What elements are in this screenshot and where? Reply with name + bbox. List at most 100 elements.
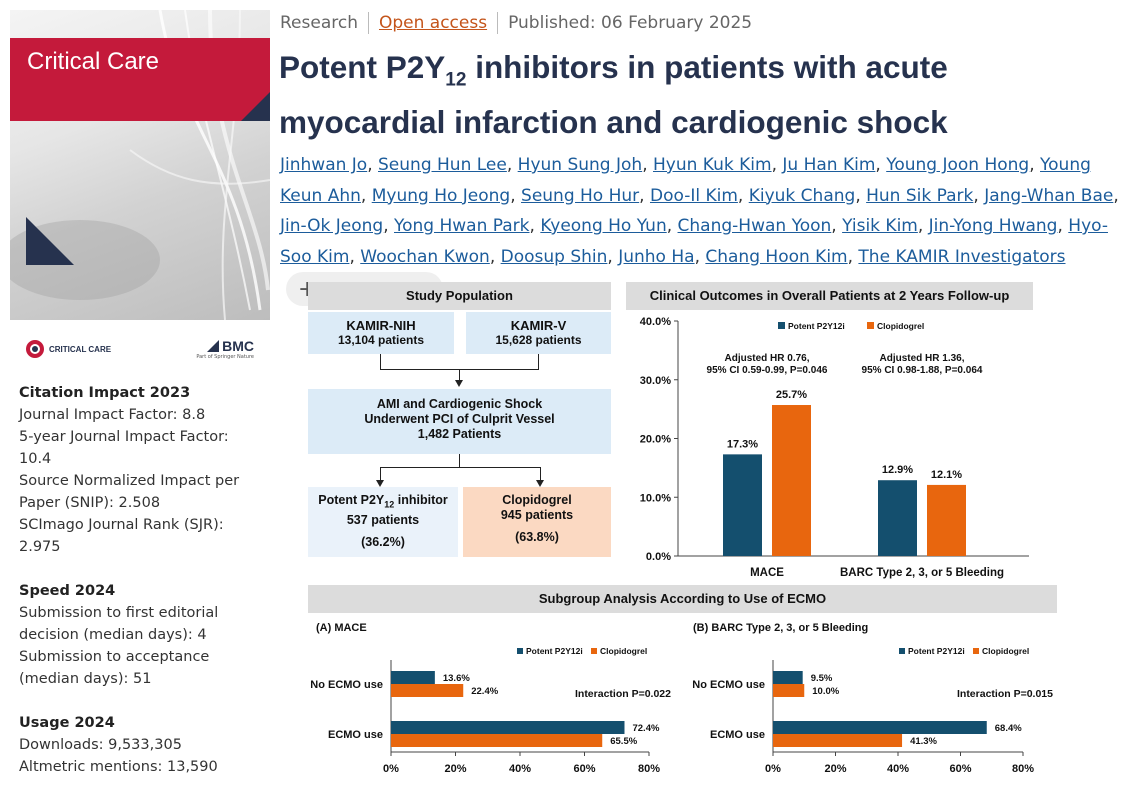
author-separator: , xyxy=(349,246,361,267)
legend-swatch-clopidogrel xyxy=(591,648,597,654)
author-link[interactable]: Junho Ha xyxy=(618,246,695,267)
cover-journal-title: Critical Care xyxy=(27,48,160,75)
author-link[interactable]: Kyeong Ho Yun xyxy=(540,216,667,236)
journal-cover[interactable]: Critical Care xyxy=(10,10,270,320)
author-link[interactable]: Hyun Kuk Kim xyxy=(653,155,772,175)
critical-care-logo-icon xyxy=(26,340,44,358)
author-link[interactable]: Young Joon Hong xyxy=(886,155,1030,175)
author-separator: , xyxy=(642,155,653,175)
bar-potent xyxy=(773,721,987,734)
x-tick-label: 40% xyxy=(887,763,909,775)
author-separator: , xyxy=(367,155,379,175)
author-separator: , xyxy=(694,246,706,267)
y-tick-label: 10.0% xyxy=(640,492,671,504)
article-type: Research xyxy=(280,13,358,33)
potent-group-name: Potent P2Y12 inhibitor xyxy=(308,493,458,513)
author-link[interactable]: Yisik Kim xyxy=(842,216,918,236)
author-link[interactable]: Ju Han Kim xyxy=(782,155,876,175)
x-tick-label: 80% xyxy=(1012,763,1034,775)
potent-group-box: Potent P2Y12 inhibitor 537 patients (36.… xyxy=(308,487,458,557)
article-meta: Research Open access Published: 06 Febru… xyxy=(280,12,752,34)
y-tick-label: 30.0% xyxy=(640,375,671,387)
bar-value-label: 9.5% xyxy=(811,673,833,684)
bar-clopidogrel xyxy=(773,734,903,747)
x-tick-label: 60% xyxy=(573,763,595,775)
bar-value-label: 12.1% xyxy=(931,469,962,481)
author-link[interactable]: Doosup Shin xyxy=(500,246,608,267)
overall-outcomes-chart: 0.0% 10.0% 20.0% 30.0% 40.0% Potent P2Y12i Clo… xyxy=(640,316,1029,579)
critical-care-logo[interactable]: CRITICAL CARE xyxy=(26,340,111,358)
author-link[interactable]: Woochan Kwon xyxy=(360,246,490,267)
kamir-nih-box: KAMIR-NIH 13,104 patients xyxy=(308,312,454,354)
cover-navy-triangle xyxy=(26,217,74,265)
clopidogrel-group-percent: (63.8%) xyxy=(515,530,559,544)
y-category-label: No ECMO use xyxy=(692,679,765,691)
author-link[interactable]: Kiyuk Chang xyxy=(748,185,856,206)
legend-swatch-clopidogrel xyxy=(973,648,979,654)
hr-annotation: 95% CI 0.59-0.99, P=0.046 xyxy=(707,365,828,376)
author-link[interactable]: Doo-Il Kim xyxy=(649,185,738,206)
published-date: Published: 06 February 2025 xyxy=(508,13,753,33)
connector-line xyxy=(380,354,381,369)
metric-line: decision (median days): 4 xyxy=(19,627,207,643)
author-link[interactable]: Hun Sik Park xyxy=(866,185,974,206)
metric-line: 10.4 xyxy=(19,451,52,467)
bar-value-label: 10.0% xyxy=(812,686,839,697)
citation-impact-heading: Citation Impact 2023 xyxy=(19,385,191,401)
author-link[interactable]: Jang-Whan Bae xyxy=(984,185,1114,206)
metric-line: Submission to acceptance xyxy=(19,649,210,665)
metric-line: 2.975 xyxy=(19,539,61,555)
bmc-logo-subtext: Part of Springer Nature xyxy=(196,354,254,360)
bar-potent xyxy=(391,721,625,734)
y-tick-label: 20.0% xyxy=(640,434,671,446)
author-link[interactable]: Jinhwan Jo xyxy=(280,155,368,175)
bar-value-label: 65.5% xyxy=(610,736,637,747)
author-separator: , xyxy=(607,246,619,267)
y-tick-label: 40.0% xyxy=(640,316,671,328)
potent-name-suffix: inhibitor xyxy=(394,493,448,507)
author-link[interactable]: Hyun Sung Joh xyxy=(517,155,643,175)
author-separator: , xyxy=(666,216,678,236)
title-text: inhibitors in patients with acute myocar… xyxy=(279,49,948,141)
author-link[interactable]: Jin-Yong Hwang xyxy=(928,216,1058,236)
connector-line xyxy=(538,354,539,369)
legend-label-clopidogrel: Clopidogrel xyxy=(600,646,647,656)
bar-potent xyxy=(773,671,803,684)
cover-red-band xyxy=(10,38,270,121)
kamir-nih-count: 13,104 patients xyxy=(337,333,425,347)
author-link[interactable]: Hyo-Soo Kim xyxy=(280,216,1108,267)
author-link[interactable]: Seung Hun Lee xyxy=(378,155,507,175)
speed-heading: Speed 2024 xyxy=(19,583,116,599)
interaction-p-value: Interaction P=0.015 xyxy=(957,688,1053,700)
connector-line xyxy=(459,369,460,380)
author-link[interactable]: Chang-Hwan Yoon xyxy=(677,216,832,236)
subgroup-chart-title: (A) MACE xyxy=(316,622,367,634)
author-separator: , xyxy=(489,246,501,267)
author-link[interactable]: Yong Hwan Park xyxy=(394,216,530,236)
metric-line: Paper (SNIP): 2.508 xyxy=(19,495,161,511)
metric-line: SCImago Journal Rank (SJR): xyxy=(19,517,224,533)
author-link[interactable]: Young Keun Ahn xyxy=(280,155,1091,206)
metric-line: Downloads: 9,533,305 xyxy=(19,737,182,753)
bmc-logo[interactable]: BMC Part of Springer Nature xyxy=(196,338,254,360)
x-category-label: BARC Type 2, 3, or 5 Bleeding xyxy=(840,567,1004,579)
bar-clopidogrel xyxy=(773,684,805,697)
kamir-v-name: KAMIR-V xyxy=(510,318,567,333)
author-link[interactable]: Seung Ho Hur xyxy=(521,185,640,206)
flow-arrow xyxy=(536,480,544,487)
title-text: Potent P2Y xyxy=(279,49,446,85)
author-link[interactable]: Jin-Ok Jeong xyxy=(280,216,384,236)
legend-swatch-potent xyxy=(778,322,785,329)
clopidogrel-group-count: 945 patients xyxy=(500,508,574,522)
bleeding-subgroup-chart: (B) BARC Type 2, 3, or 5 Bleeding Potent … xyxy=(692,622,1053,775)
author-link[interactable]: The KAMIR Investigators xyxy=(858,246,1066,267)
connector-line xyxy=(380,467,381,480)
author-link[interactable]: Myung Ho Jeong xyxy=(371,185,511,206)
hr-annotation: Adjusted HR 1.36, xyxy=(879,353,964,364)
legend-label-potent: Potent P2Y12i xyxy=(908,646,965,656)
kamir-v-count: 15,628 patients xyxy=(495,333,582,347)
bmc-logo-icon xyxy=(207,340,220,352)
author-link[interactable]: Chang Hoon Kim xyxy=(705,246,848,267)
bar-value-label: 25.7% xyxy=(776,389,807,401)
open-access-link[interactable]: Open access xyxy=(378,13,488,33)
